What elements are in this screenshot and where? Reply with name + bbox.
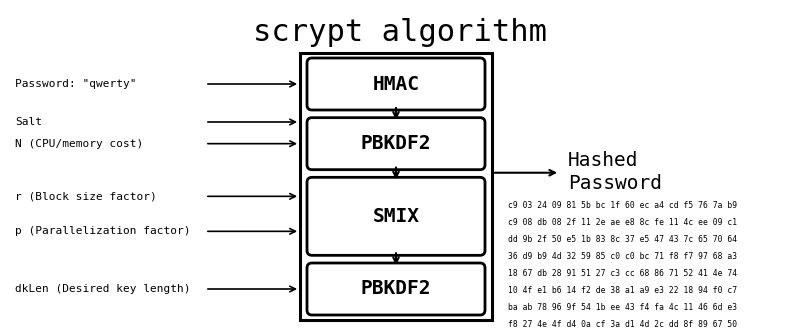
Text: N (CPU/memory cost): N (CPU/memory cost) — [15, 139, 143, 149]
FancyBboxPatch shape — [307, 177, 485, 255]
Text: HMAC: HMAC — [373, 75, 419, 94]
Text: dd 9b 2f 50 e5 1b 83 8c 37 e5 47 43 7c 65 70 64: dd 9b 2f 50 e5 1b 83 8c 37 e5 47 43 7c 6… — [508, 235, 737, 244]
Text: f8 27 4e 4f d4 0a cf 3a d1 4d 2c dd 8f 89 67 50: f8 27 4e 4f d4 0a cf 3a d1 4d 2c dd 8f 8… — [508, 320, 737, 329]
FancyBboxPatch shape — [307, 118, 485, 170]
Text: scrypt algorithm: scrypt algorithm — [253, 18, 547, 47]
Text: r (Block size factor): r (Block size factor) — [15, 191, 157, 201]
Text: dkLen (Desired key length): dkLen (Desired key length) — [15, 284, 190, 294]
Text: Salt: Salt — [15, 117, 42, 127]
FancyBboxPatch shape — [307, 263, 485, 315]
Text: Hashed
Password: Hashed Password — [568, 151, 662, 193]
Text: c9 08 db 08 2f 11 2e ae e8 8c fe 11 4c ee 09 c1: c9 08 db 08 2f 11 2e ae e8 8c fe 11 4c e… — [508, 218, 737, 227]
Text: PBKDF2: PBKDF2 — [361, 279, 431, 298]
Text: SMIX: SMIX — [373, 207, 419, 226]
Text: Password: "qwerty": Password: "qwerty" — [15, 79, 137, 89]
Text: p (Parallelization factor): p (Parallelization factor) — [15, 226, 190, 236]
Text: 10 4f e1 b6 14 f2 de 38 a1 a9 e3 22 18 94 f0 c7: 10 4f e1 b6 14 f2 de 38 a1 a9 e3 22 18 9… — [508, 286, 737, 295]
Text: PBKDF2: PBKDF2 — [361, 134, 431, 153]
Text: 18 67 db 28 91 51 27 c3 cc 68 86 71 52 41 4e 74: 18 67 db 28 91 51 27 c3 cc 68 86 71 52 4… — [508, 269, 737, 278]
FancyBboxPatch shape — [307, 58, 485, 110]
FancyBboxPatch shape — [300, 53, 492, 320]
Text: 36 d9 b9 4d 32 59 85 c0 c0 bc 71 f8 f7 97 68 a3: 36 d9 b9 4d 32 59 85 c0 c0 bc 71 f8 f7 9… — [508, 252, 737, 261]
Text: c9 03 24 09 81 5b bc 1f 60 ec a4 cd f5 76 7a b9: c9 03 24 09 81 5b bc 1f 60 ec a4 cd f5 7… — [508, 201, 737, 210]
Text: ba ab 78 96 9f 54 1b ee 43 f4 fa 4c 11 46 6d e3: ba ab 78 96 9f 54 1b ee 43 f4 fa 4c 11 4… — [508, 303, 737, 312]
